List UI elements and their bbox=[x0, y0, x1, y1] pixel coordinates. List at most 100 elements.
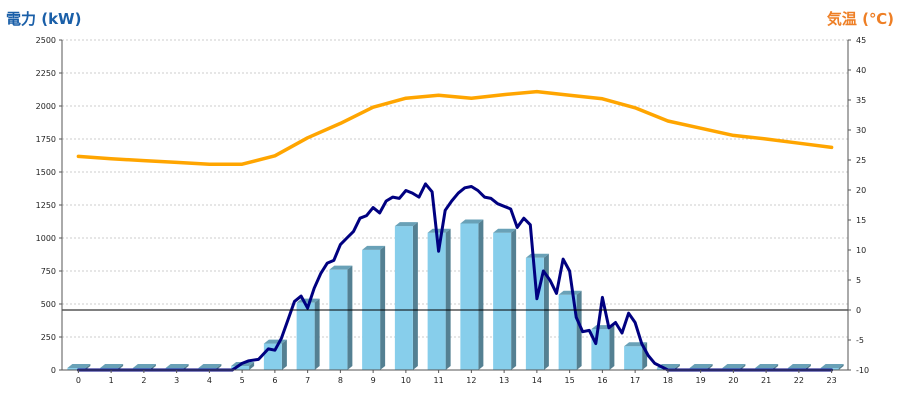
bar-top bbox=[787, 364, 811, 369]
bar-top bbox=[165, 364, 189, 369]
bar bbox=[427, 228, 451, 370]
x-tick-label: 20 bbox=[728, 376, 738, 385]
bar bbox=[525, 253, 549, 370]
bar bbox=[263, 339, 287, 370]
bar-front bbox=[624, 346, 643, 370]
bar-side bbox=[347, 265, 353, 370]
bar-series bbox=[67, 219, 844, 370]
bar-top bbox=[558, 290, 582, 295]
x-tick-label: 5 bbox=[240, 376, 245, 385]
right-tick-label: 5 bbox=[856, 276, 861, 285]
bar-side bbox=[478, 219, 484, 370]
bar-top bbox=[394, 222, 418, 227]
left-tick-label: 1750 bbox=[36, 135, 56, 144]
bar bbox=[362, 245, 386, 370]
right-tick-label: 30 bbox=[856, 126, 866, 135]
x-tick-label: 22 bbox=[794, 376, 804, 385]
temperature-line bbox=[76, 89, 834, 166]
x-tick-label: 4 bbox=[207, 376, 212, 385]
bar-front bbox=[460, 223, 479, 370]
bar-side bbox=[609, 325, 615, 370]
x-tick-label: 7 bbox=[305, 376, 310, 385]
left-axis-title: 電力 (kW) bbox=[6, 10, 81, 28]
x-tick-label: 17 bbox=[630, 376, 640, 385]
left-tick-label: 1250 bbox=[36, 201, 56, 210]
power-line bbox=[76, 182, 834, 372]
left-tick-label: 2000 bbox=[36, 102, 56, 111]
bar-side bbox=[511, 228, 517, 370]
bar-front bbox=[329, 269, 348, 370]
left-tick-label: 250 bbox=[41, 333, 56, 342]
gridlines bbox=[62, 39, 848, 338]
bar-top bbox=[493, 228, 517, 233]
x-tick-label: 16 bbox=[597, 376, 607, 385]
x-tick-label: 13 bbox=[499, 376, 509, 385]
bar-front bbox=[493, 232, 512, 370]
bar-top bbox=[820, 364, 844, 369]
bar-side bbox=[412, 222, 418, 370]
right-tick-label: 0 bbox=[856, 306, 861, 315]
left-tick-label: 750 bbox=[41, 267, 56, 276]
right-tick-label: -10 bbox=[856, 366, 869, 375]
bar-front bbox=[394, 226, 413, 370]
right-tick-label: 40 bbox=[856, 66, 866, 75]
bar bbox=[329, 265, 353, 370]
bar bbox=[493, 228, 517, 370]
left-tick-label: 2500 bbox=[36, 36, 56, 45]
bar-side bbox=[543, 253, 549, 370]
bar-front bbox=[263, 343, 282, 370]
x-tick-label: 9 bbox=[371, 376, 376, 385]
x-tick-label: 1 bbox=[109, 376, 114, 385]
right-tick-label: 10 bbox=[856, 246, 866, 255]
x-tick-label: 14 bbox=[532, 376, 542, 385]
bar-top bbox=[67, 364, 91, 369]
bar-side bbox=[576, 290, 582, 370]
x-tick-label: 8 bbox=[338, 376, 343, 385]
bar-top bbox=[100, 364, 124, 369]
bar-side bbox=[380, 245, 386, 370]
bar-front bbox=[67, 368, 86, 370]
x-tick-label: 3 bbox=[174, 376, 179, 385]
bar-top bbox=[722, 364, 746, 369]
tick-labels: 02505007501000125015001750200022502500-1… bbox=[36, 36, 869, 385]
bar-top bbox=[362, 245, 386, 250]
bar-top bbox=[427, 228, 451, 233]
left-tick-label: 2250 bbox=[36, 69, 56, 78]
bar bbox=[591, 325, 615, 370]
bar-top bbox=[329, 265, 353, 270]
x-tick-label: 10 bbox=[401, 376, 411, 385]
line-series bbox=[76, 89, 834, 372]
bar-front bbox=[427, 232, 446, 370]
x-tick-label: 11 bbox=[434, 376, 444, 385]
x-tick-label: 18 bbox=[663, 376, 673, 385]
bar-front bbox=[591, 329, 610, 370]
bar-top bbox=[460, 219, 484, 224]
bar-side bbox=[445, 228, 451, 370]
x-tick-label: 19 bbox=[696, 376, 706, 385]
x-tick-label: 0 bbox=[76, 376, 81, 385]
bar bbox=[296, 298, 320, 370]
right-tick-label: 35 bbox=[856, 96, 866, 105]
x-tick-label: 15 bbox=[565, 376, 575, 385]
x-tick-label: 21 bbox=[761, 376, 771, 385]
right-tick-label: 25 bbox=[856, 156, 866, 165]
right-tick-label: -5 bbox=[856, 336, 864, 345]
left-tick-label: 1000 bbox=[36, 234, 56, 243]
bar-top bbox=[198, 364, 222, 369]
x-tick-label: 2 bbox=[141, 376, 146, 385]
bar bbox=[558, 290, 582, 370]
left-tick-label: 0 bbox=[51, 366, 56, 375]
bar bbox=[460, 219, 484, 370]
axes bbox=[59, 39, 851, 373]
bar-top bbox=[755, 364, 779, 369]
bar-front bbox=[231, 366, 250, 370]
bar-side bbox=[838, 364, 844, 370]
right-tick-label: 45 bbox=[856, 36, 866, 45]
bar-front bbox=[296, 302, 315, 370]
right-axis-title: 気温 (℃) bbox=[827, 10, 894, 28]
bar-top bbox=[132, 364, 156, 369]
bar-side bbox=[314, 298, 320, 370]
bar-side bbox=[249, 362, 255, 370]
